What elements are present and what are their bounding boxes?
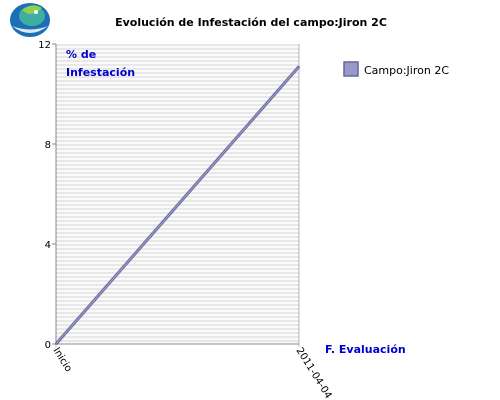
- series-point: [298, 65, 300, 68]
- y-tick-label: 4: [45, 240, 51, 251]
- y-tick-label: 12: [38, 40, 51, 51]
- y-axis-label-line: % de: [66, 48, 96, 61]
- series-line: [55, 66, 300, 345]
- y-tick-label: 0: [45, 340, 51, 351]
- series-point: [55, 343, 57, 345]
- y-tick-label: 8: [45, 140, 51, 151]
- legend-swatch: [343, 61, 359, 77]
- plot-background: [56, 44, 299, 344]
- hands-globe-logo-icon: [10, 3, 50, 37]
- grid-lines: [56, 46, 299, 344]
- y-axis-label: % de Infestación: [66, 48, 135, 79]
- legend-label: Campo:Jiron 2C: [364, 64, 449, 77]
- legend: Campo:Jiron 2C: [343, 61, 449, 77]
- y-axis-label-line: Infestación: [66, 66, 135, 79]
- y-axis: 0 4 8 12: [38, 40, 57, 351]
- chart-title: Evolución de Infestación del campo:Jiron…: [115, 16, 387, 29]
- x-axis-label: F. Evaluación: [325, 343, 406, 356]
- x-tick-label: Inicio: [50, 346, 73, 374]
- series-layer: [54, 65, 301, 345]
